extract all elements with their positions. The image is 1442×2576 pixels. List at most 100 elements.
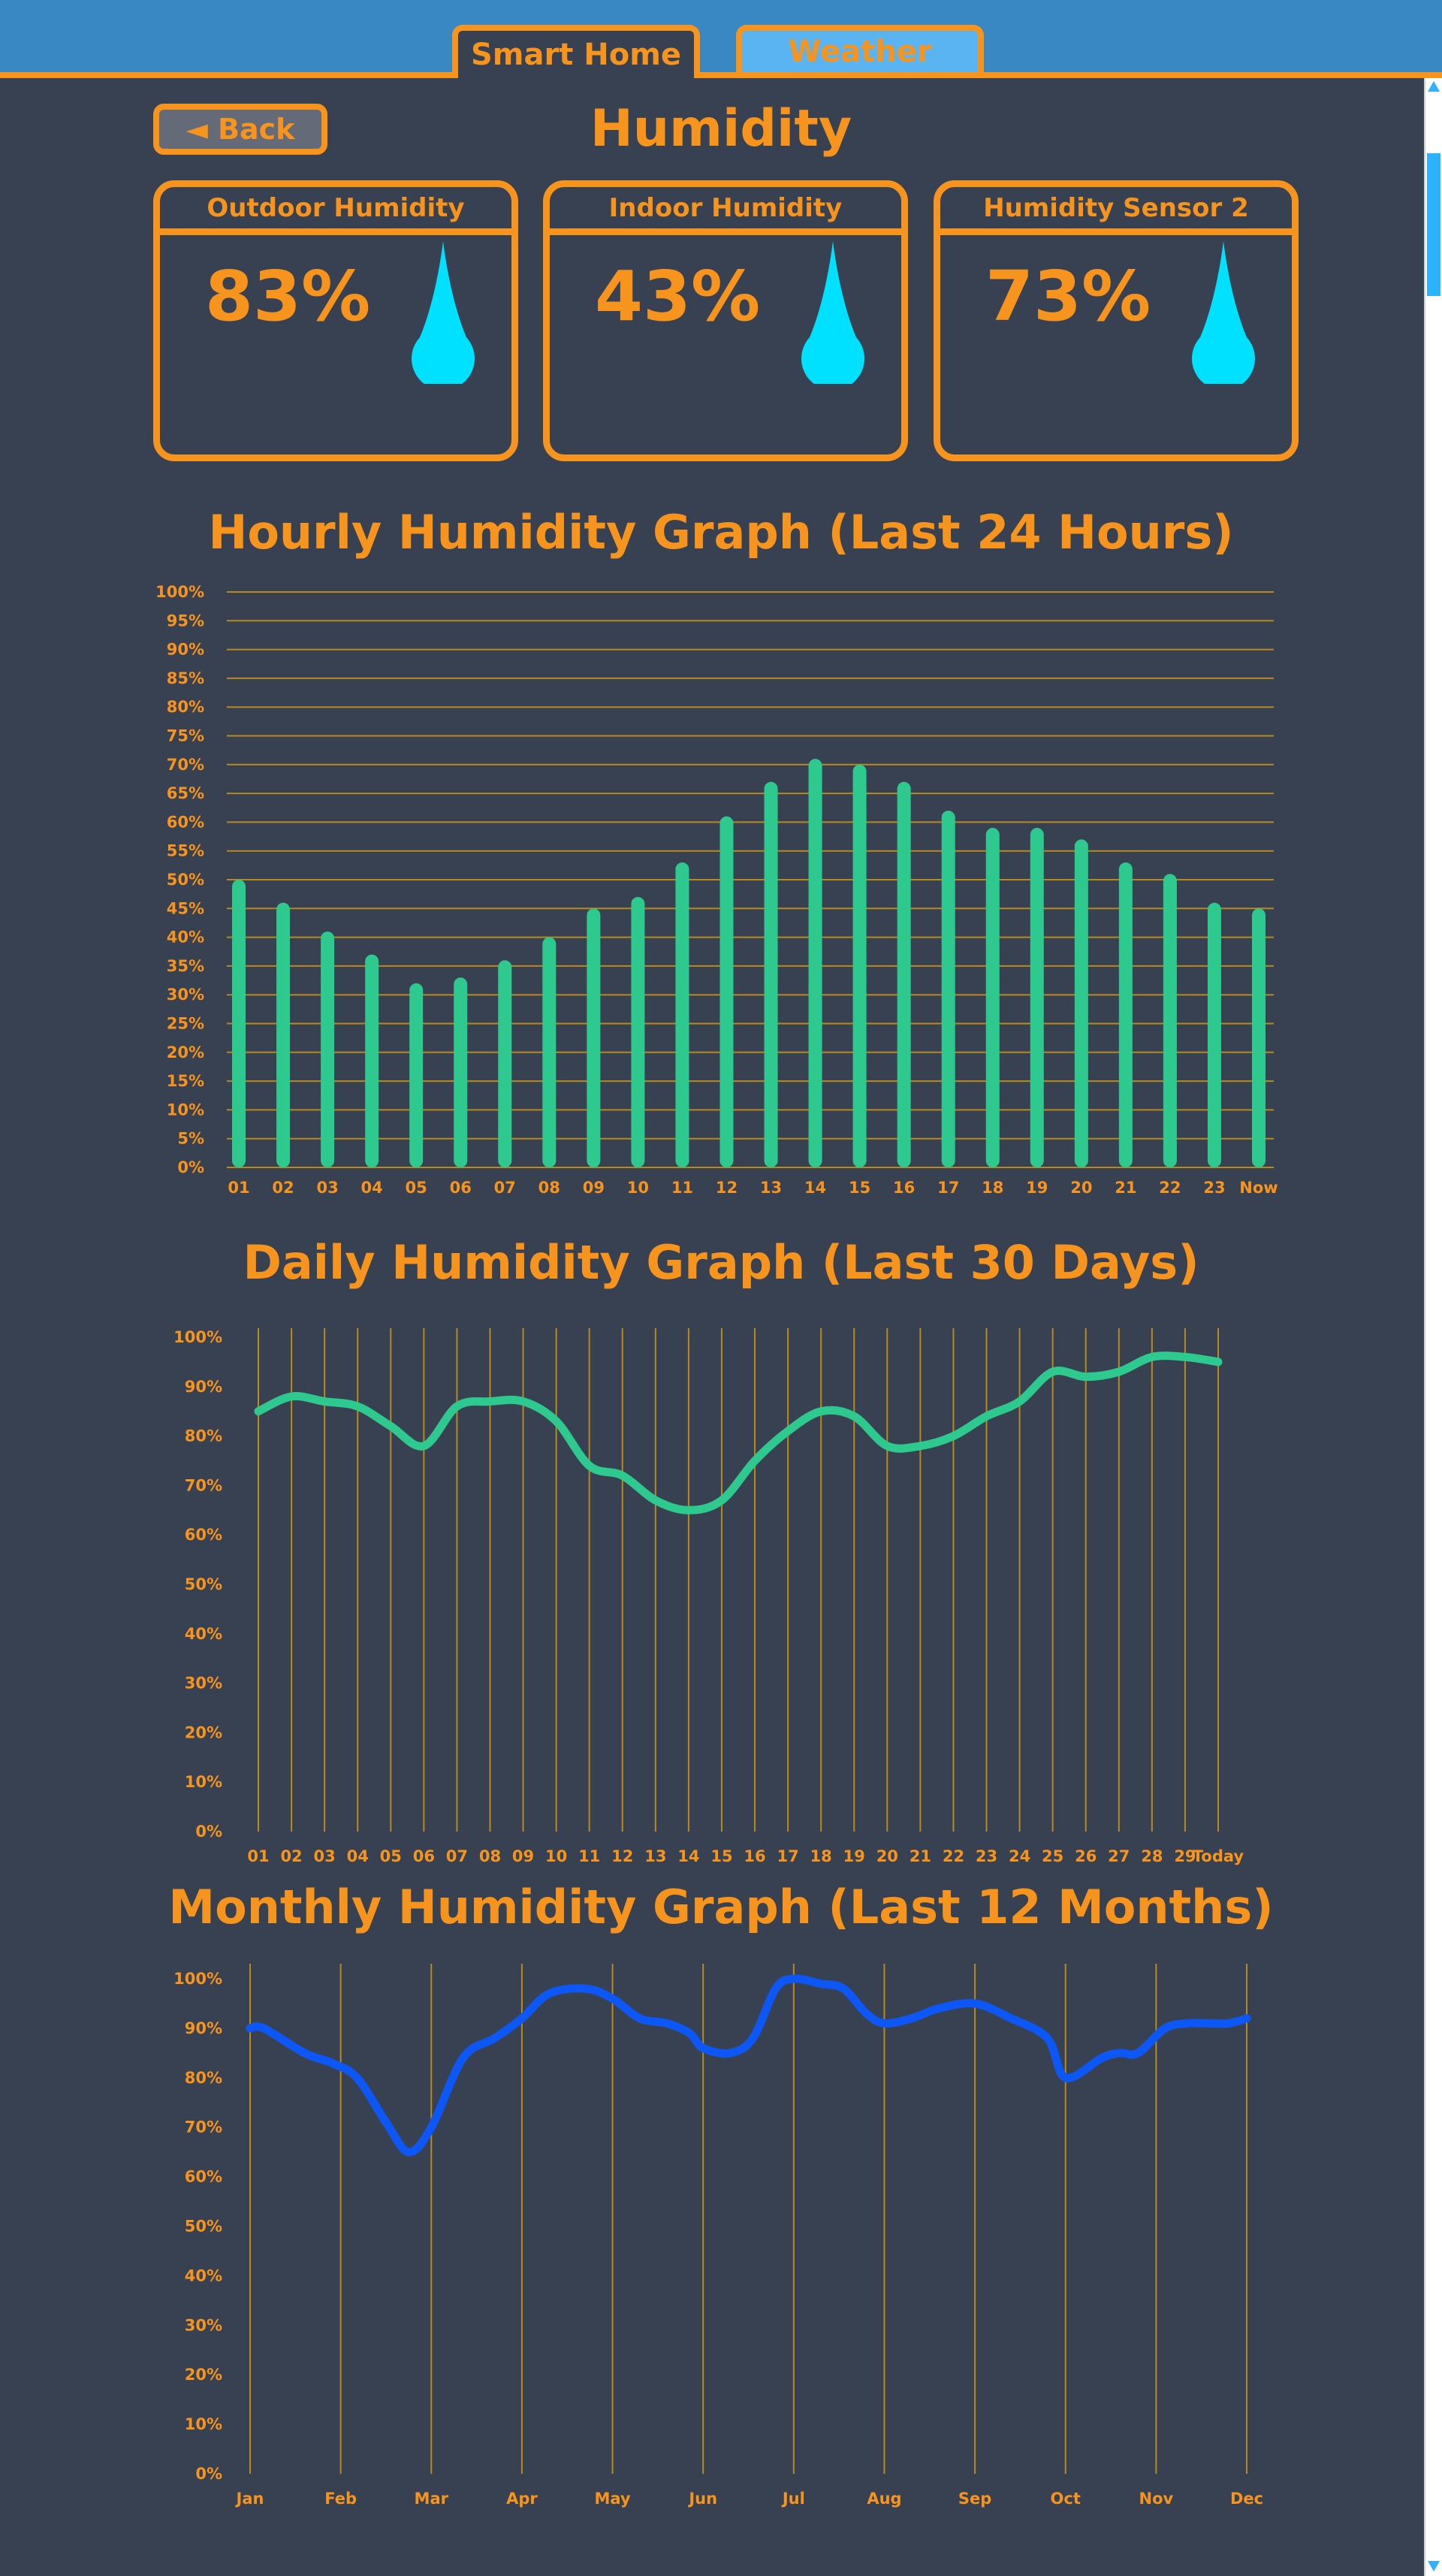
tab-smart-home[interactable]: Smart Home [452,25,700,78]
y-tick-label: 75% [167,727,204,745]
x-tick-label: Jul [781,2490,805,2508]
x-tick-label: Aug [867,2490,901,2508]
water-drop-icon [801,241,864,384]
y-tick-label: 30% [185,2316,222,2334]
x-tick-label: 20 [876,1847,898,1865]
x-tick-label: 03 [316,1179,338,1197]
x-tick-label: 26 [1075,1847,1097,1865]
hourly-humidity-bar-chart: 0% 5% 10% 15% 20% 25% 30% 35% 40% 45% 50% 55% 60% 65%… [155,583,1278,1197]
scrollbar-thumb[interactable] [1427,153,1440,296]
x-tick-label: 10 [545,1847,567,1865]
x-tick-label: 16 [893,1179,915,1197]
scroll-down-arrow-icon[interactable] [1428,2561,1440,2571]
x-tick-label: 21 [1115,1179,1136,1197]
x-tick-label: 24 [1009,1847,1030,1865]
x-tick-label: 07 [494,1179,516,1197]
y-tick-label: 40% [167,929,204,947]
card-value: 83% [205,256,371,337]
x-tick-label: Dec [1230,2490,1263,2508]
x-tick-label: 08 [479,1847,501,1865]
bar [276,902,291,1167]
y-tick-label: 100% [173,1970,222,1988]
bar [1207,902,1221,1167]
y-tick-label: 100% [173,1328,222,1346]
y-tick-label: 5% [177,1130,204,1148]
x-tick-label: 13 [760,1179,782,1197]
bar [675,862,689,1167]
bar [454,977,468,1167]
x-tick-label: 02 [280,1847,302,1865]
vertical-scrollbar[interactable] [1424,78,1442,2576]
x-tick-label: Mar [415,2490,449,2508]
back-button[interactable]: ◄ Back [153,104,327,155]
x-tick-label: 20 [1070,1179,1092,1197]
x-tick-label: 08 [538,1179,560,1197]
x-tick-label: 12 [611,1847,633,1865]
x-tick-label: 11 [671,1179,693,1197]
y-tick-label: 30% [167,986,204,1004]
y-tick-label: 10% [167,1101,204,1119]
y-tick-label: 50% [167,871,204,889]
card-value: 73% [985,256,1151,337]
x-tick-label: 28 [1141,1847,1163,1865]
x-tick-label: Jan [235,2490,264,2508]
indoor-humidity-card: Indoor Humidity 43% [543,180,908,461]
bar [1074,839,1088,1167]
x-tick-label: Jun [687,2490,717,2508]
x-tick-label: 18 [810,1847,832,1865]
x-tick-label: Sep [958,2490,991,2508]
y-tick-label: 50% [185,1575,222,1593]
x-tick-label: 19 [1026,1179,1048,1197]
bar [498,960,512,1167]
y-tick-label: 85% [167,669,204,687]
y-tick-label: 70% [185,1476,222,1494]
x-tick-label: 27 [1108,1847,1130,1865]
bar [764,781,778,1167]
x-tick-label: 14 [804,1179,826,1197]
x-tick-label: 19 [843,1847,865,1865]
bar [852,764,867,1167]
y-tick-label: 0% [177,1158,204,1176]
x-tick-label: Now [1239,1179,1278,1197]
x-tick-label: 11 [578,1847,600,1865]
y-tick-label: 65% [167,784,204,802]
monthly-humidity-line-chart: 0% 10% 20% 30% 40% 50% 60% 70% 80% 90% 100% Jan Feb M… [173,1964,1263,2508]
card-title: Outdoor Humidity [160,187,511,235]
y-tick-label: 0% [195,2465,222,2483]
y-tick-label: 100% [155,583,204,601]
tab-weather[interactable]: Weather [736,25,984,72]
x-tick-label: 15 [710,1847,732,1865]
x-tick-label: Nov [1139,2490,1174,2508]
y-tick-label: 80% [185,2069,222,2087]
x-tick-label: 03 [314,1847,336,1865]
daily-humidity-line-chart: 0% 10% 20% 30% 40% 50% 60% 70% 80% 90% 100% 01 02 03 0… [173,1328,1244,1865]
daily-chart-title: Daily Humidity Graph (Last 30 Days) [243,1235,1199,1290]
y-tick-label: 0% [195,1823,222,1841]
x-tick-label: 15 [849,1179,870,1197]
y-tick-label: 90% [185,1378,222,1396]
x-tick-label: 25 [1042,1847,1063,1865]
y-tick-label: 40% [185,1625,222,1643]
water-drop-icon [1192,241,1255,384]
y-tick-label: 70% [185,2118,222,2137]
y-tick-label: 40% [185,2266,222,2285]
x-tick-label: 23 [976,1847,997,1865]
y-tick-label: 60% [185,1526,222,1544]
y-tick-label: 50% [185,2218,222,2236]
bar [897,781,911,1167]
y-tick-label: 45% [167,899,204,917]
x-tick-label: 06 [413,1847,435,1865]
x-tick-label: 09 [512,1847,534,1865]
bar [587,908,601,1167]
x-tick-label: 18 [982,1179,1003,1197]
x-tick-label: Today [1193,1847,1244,1865]
bar [1030,828,1044,1167]
y-tick-label: 95% [167,612,204,630]
bar [719,816,734,1167]
y-tick-label: 35% [167,957,204,975]
bar [941,811,955,1167]
y-tick-label: 55% [167,842,204,860]
page-title: Humidity [590,99,852,159]
x-tick-label: 04 [361,1179,383,1197]
scroll-up-arrow-icon[interactable] [1428,81,1440,92]
